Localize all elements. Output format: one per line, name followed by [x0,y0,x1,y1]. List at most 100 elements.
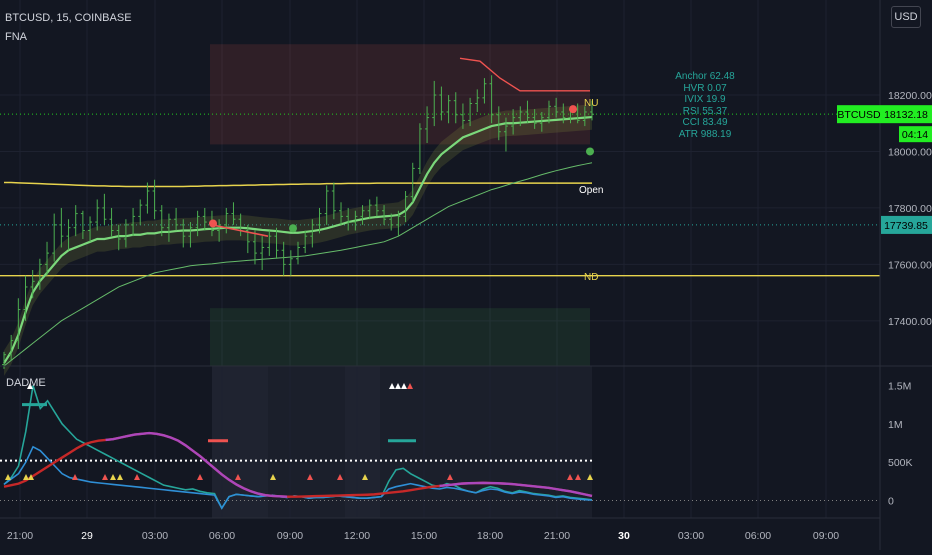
candle [482,78,487,104]
lower-pane-title: DADME [6,377,46,389]
candle [460,103,465,129]
candle [252,230,257,265]
candle [159,205,164,237]
triangle-marker [197,474,203,480]
sell-signal-dot [569,105,577,114]
candle [288,250,293,276]
resistance-segment [459,57,590,92]
resistance-segment [211,224,269,237]
candle [317,207,322,234]
candle [331,182,336,220]
triangle-marker [110,474,116,480]
candle [9,334,14,361]
candle [188,222,193,248]
candle [410,162,415,203]
candle [116,224,121,251]
triangle-marker [134,474,140,480]
candle [374,196,379,217]
candle [539,111,544,132]
candle [518,106,523,127]
triangle-marker [337,474,343,480]
x-tick-label: 03:00 [142,530,168,542]
candle [417,123,422,175]
symbol-tag-text: BTCUSD [837,109,881,121]
upper-zone [210,44,590,145]
candle [439,86,444,121]
symbol-title: BTCUSD, 15, COINBASE [5,12,132,24]
candle [195,210,200,237]
triangle-marker [567,474,573,480]
triangle-marker [72,474,78,480]
candle [525,100,530,124]
candle [145,182,150,214]
last-price-text: 18132.18 [884,109,928,121]
stat-cci: CCI 83.49 [682,117,728,128]
candle [489,75,494,124]
triangle-marker [5,474,11,480]
candle [468,97,473,127]
x-tick-label: 03:00 [678,530,704,542]
purple-series-line [439,481,593,498]
x-tick-label: 12:00 [344,530,370,542]
triangle-marker [117,474,123,480]
x-tick-label: 06:00 [745,530,771,542]
sell-signal-dot [209,219,217,228]
candle [274,227,279,259]
candle [80,210,85,239]
x-tick-label: 29 [81,530,93,542]
candle [123,219,128,248]
triangle-marker [447,474,453,480]
candle [281,241,286,276]
stat-anchor: Anchor 62.48 [675,71,735,82]
x-tick-label: 21:00 [7,530,33,542]
candle [496,106,501,141]
triangle-marker [362,474,368,480]
triangle-marker [395,383,401,389]
y-tick-label: 18200.00 [888,90,932,102]
candle [453,92,458,124]
x-tick-label: 18:00 [477,530,503,542]
y-tick-label: 18000.00 [888,146,932,158]
candle [382,205,387,225]
candle [367,199,372,220]
stat-ivix: IVIX 19.9 [684,94,726,105]
nd-label: ND [584,272,599,283]
candle [503,117,508,152]
candle [396,210,401,237]
stat-atr: ATR 988.19 [678,128,732,140]
candle [303,230,308,254]
currency-button[interactable]: USD [891,6,921,28]
candle [16,298,21,350]
triangle-marker [28,474,34,480]
candle [30,270,35,299]
candle [554,97,559,118]
candle [95,199,100,231]
candle [138,199,143,225]
y-tick-label: 17400.00 [888,316,932,328]
candle [346,207,351,231]
indicator-title: FNA [5,31,27,43]
session-shade [268,366,345,518]
lower-y-tick-label: 1M [888,419,903,431]
candle [217,219,222,242]
candle [181,219,186,248]
candle [353,210,358,231]
candle [590,100,594,121]
triangle-marker [102,474,108,480]
candle [245,224,250,254]
lower-y-tick-label: 1.5M [888,381,911,393]
triangle-marker [587,474,593,480]
candle [360,205,365,225]
candle [546,100,551,124]
open-label: Open [579,185,604,196]
x-tick-label: 06:00 [209,530,235,542]
candle [59,207,64,248]
candle [425,106,430,144]
triangle-marker [27,383,33,389]
candle [45,241,50,276]
stat-hvr: HVR 0.07 [683,82,727,94]
candle [166,213,171,242]
open-price-text: 17739.85 [884,220,928,232]
candle [52,213,57,262]
